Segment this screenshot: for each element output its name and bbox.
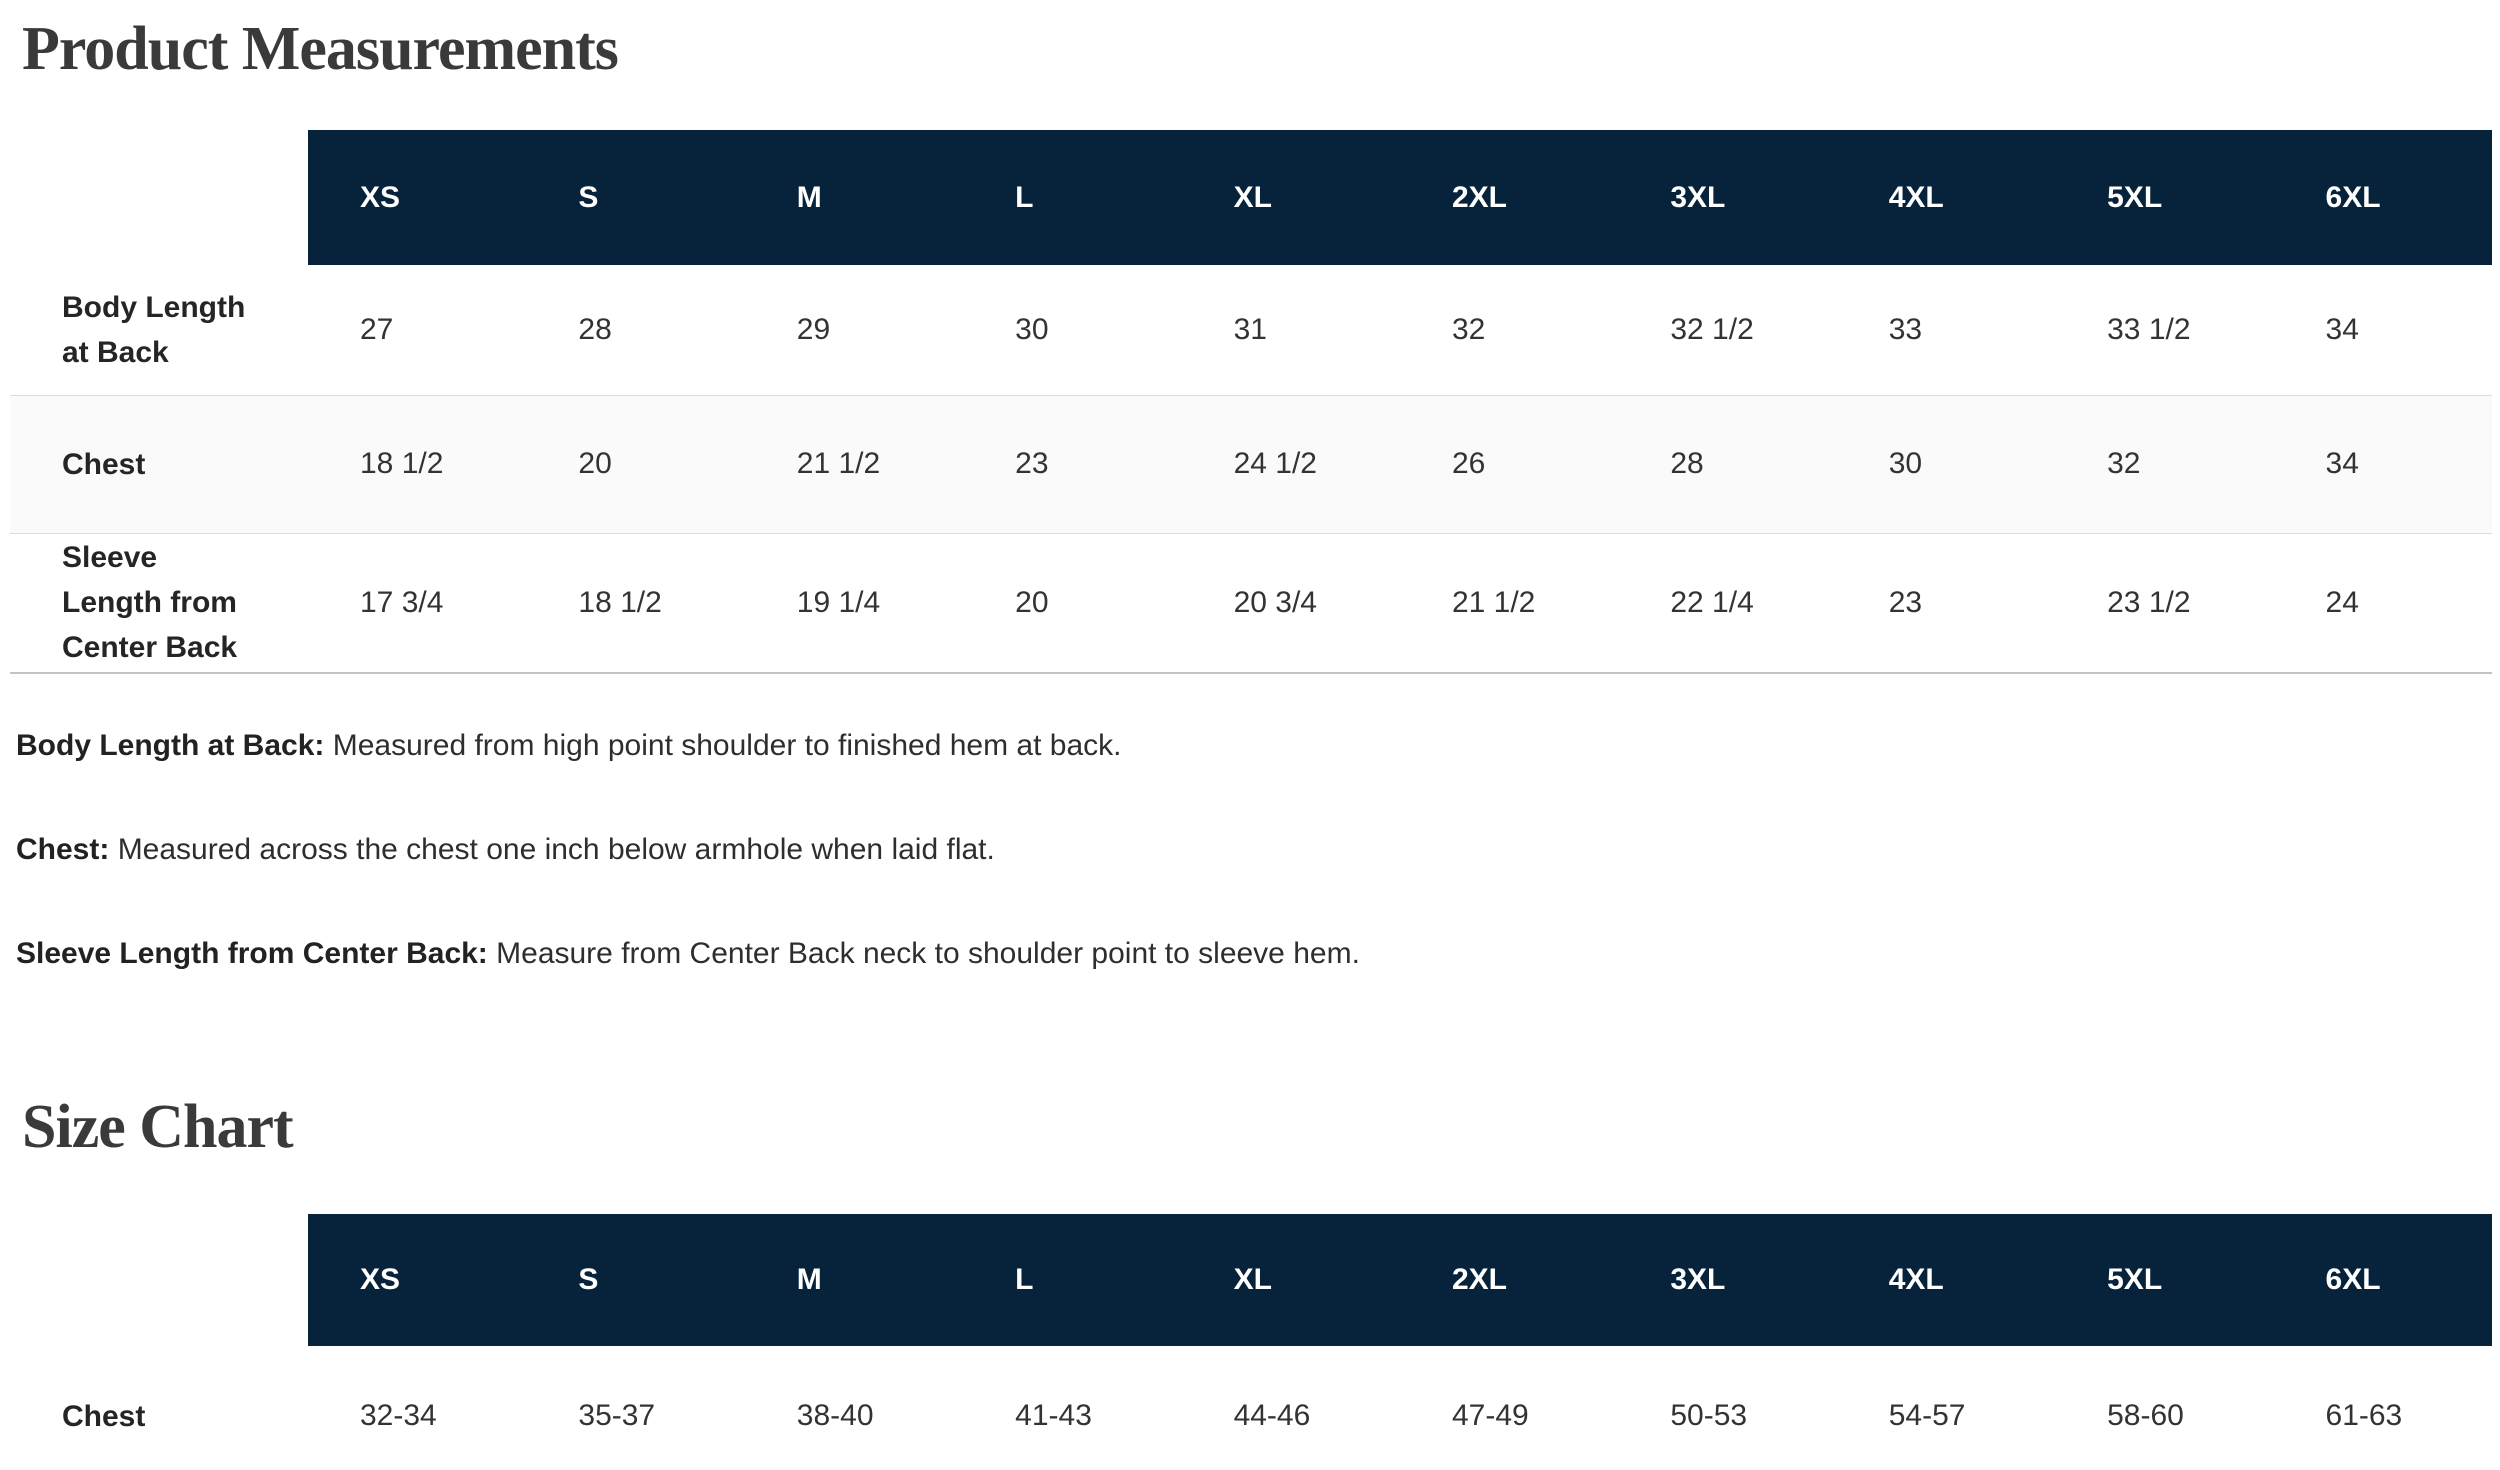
cell-sleeve-2xl: 21 1/2	[1451, 585, 1536, 619]
size-header-row: XS S M L XL 2XL 3XL 4XL 5XL 6XL	[10, 1214, 2492, 1346]
cell-chest-range-s: 35-37	[578, 1399, 656, 1432]
cell-body-length-l: 30	[1015, 312, 1049, 346]
size-header-l: L	[963, 130, 1182, 265]
size-chart-title: Size Chart	[22, 1093, 294, 1161]
row-label-body-length: Body Length at Back	[62, 290, 246, 369]
cell-body-length-4xl: 33	[1888, 312, 1923, 346]
size-header-6xl: 6XL	[2273, 1214, 2492, 1346]
cell-sleeve-5xl: 23 1/2	[2107, 585, 2191, 619]
cell-chest-range-xl: 44-46	[1233, 1399, 1311, 1432]
cell-chest-xl: 24 1/2	[1233, 447, 1317, 480]
definition-body-length: Body Length at Back: Measured from high …	[16, 726, 2500, 766]
cell-body-length-2xl: 32	[1451, 312, 1486, 346]
table-row-sleeve-length: Sleeve Length from Center Back 17 3/4 18…	[10, 533, 2492, 673]
size-header-3xl: 3XL	[1618, 130, 1837, 265]
cell-chest-s: 20	[578, 447, 612, 480]
definition-sleeve-length: Sleeve Length from Center Back: Measure …	[16, 934, 2500, 974]
row-label-chest: Chest	[62, 447, 146, 481]
definition-term: Body Length at Back:	[16, 729, 325, 762]
cell-sleeve-3xl: 22 1/4	[1670, 585, 1754, 619]
table-row-chest-range: Chest 32-34 35-37 38-40 41-43 44-46 47-4…	[10, 1346, 2492, 1470]
size-header-l: L	[963, 1214, 1182, 1346]
cell-sleeve-xl: 20 3/4	[1233, 585, 1317, 619]
size-header-m: M	[744, 1214, 964, 1346]
size-header-m: M	[744, 130, 964, 265]
size-header-2xl: 2XL	[1399, 130, 1619, 265]
row-label-sleeve-length: Sleeve Length from Center Back	[62, 541, 238, 665]
definition-text: Measured from high point shoulder to fin…	[332, 729, 1122, 762]
cell-chest-range-4xl: 54-57	[1888, 1399, 1966, 1432]
cell-chest-m: 21 1/2	[796, 447, 881, 480]
size-header-2xl: 2XL	[1399, 1214, 1619, 1346]
cell-body-length-m: 29	[796, 312, 831, 346]
cell-chest-range-5xl: 58-60	[2107, 1399, 2184, 1432]
row-label-chest: Chest	[62, 1399, 146, 1433]
cell-chest-6xl: 34	[2325, 447, 2359, 480]
size-header-xs: XS	[308, 1214, 527, 1346]
definition-text: Measured across the chest one inch below…	[117, 833, 995, 866]
cell-sleeve-l: 20	[1015, 585, 1049, 619]
cell-chest-xs: 18 1/2	[360, 447, 444, 480]
cell-body-length-s: 28	[578, 312, 612, 346]
cell-sleeve-m: 19 1/4	[796, 585, 881, 619]
product-measurements-table: XS S M L XL 2XL 3XL 4XL 5XL 6XL Body Len…	[10, 130, 2492, 674]
size-header-5xl: 5XL	[2055, 1214, 2274, 1346]
corner-cell	[10, 1214, 308, 1346]
cell-chest-5xl: 32	[2107, 447, 2141, 480]
size-header-s: S	[526, 130, 745, 265]
size-header-row: XS S M L XL 2XL 3XL 4XL 5XL 6XL	[10, 130, 2492, 265]
cell-chest-2xl: 26	[1451, 447, 1486, 480]
cell-body-length-xl: 31	[1233, 312, 1267, 346]
size-header-5xl: 5XL	[2055, 130, 2274, 265]
size-header-xl: XL	[1181, 130, 1400, 265]
cell-chest-range-l: 41-43	[1015, 1399, 1092, 1432]
cell-sleeve-6xl: 24	[2325, 585, 2359, 619]
cell-chest-3xl: 28	[1670, 447, 1704, 480]
size-chart-table: XS S M L XL 2XL 3XL 4XL 5XL 6XL Chest 32…	[10, 1214, 2492, 1470]
size-header-4xl: 4XL	[1836, 1214, 2056, 1346]
table-row-body-length: Body Length at Back 27 28 29 30 31 32 32…	[10, 265, 2492, 395]
product-measurements-title: Product Measurements	[22, 15, 619, 83]
cell-chest-range-3xl: 50-53	[1670, 1399, 1748, 1432]
measurement-definitions: Body Length at Back: Measured from high …	[16, 726, 2500, 974]
cell-body-length-6xl: 34	[2325, 312, 2359, 346]
cell-chest-range-6xl: 61-63	[2325, 1399, 2403, 1432]
cell-chest-4xl: 30	[1888, 447, 1923, 480]
table-row-chest: Chest 18 1/2 20 21 1/2 23 24 1/2 26 28 3…	[10, 395, 2492, 533]
size-header-xl: XL	[1181, 1214, 1400, 1346]
corner-cell	[10, 130, 308, 265]
size-header-xs: XS	[308, 130, 527, 265]
cell-chest-range-2xl: 47-49	[1451, 1399, 1529, 1432]
cell-body-length-xs: 27	[360, 312, 394, 346]
definition-term: Sleeve Length from Center Back:	[16, 937, 488, 970]
cell-sleeve-s: 18 1/2	[578, 585, 662, 619]
size-header-6xl: 6XL	[2273, 130, 2492, 265]
cell-chest-range-xs: 32-34	[360, 1399, 437, 1432]
cell-body-length-5xl: 33 1/2	[2107, 312, 2191, 346]
cell-body-length-3xl: 32 1/2	[1670, 312, 1754, 346]
size-header-4xl: 4XL	[1836, 130, 2056, 265]
definition-chest: Chest: Measured across the chest one inc…	[16, 830, 2500, 870]
definition-term: Chest:	[16, 833, 110, 866]
cell-sleeve-4xl: 23	[1888, 585, 1923, 619]
cell-sleeve-xs: 17 3/4	[360, 585, 444, 619]
cell-chest-range-m: 38-40	[796, 1399, 874, 1432]
size-header-s: S	[526, 1214, 745, 1346]
cell-chest-l: 23	[1015, 447, 1049, 480]
definition-text: Measure from Center Back neck to shoulde…	[496, 937, 1360, 970]
size-header-3xl: 3XL	[1618, 1214, 1837, 1346]
